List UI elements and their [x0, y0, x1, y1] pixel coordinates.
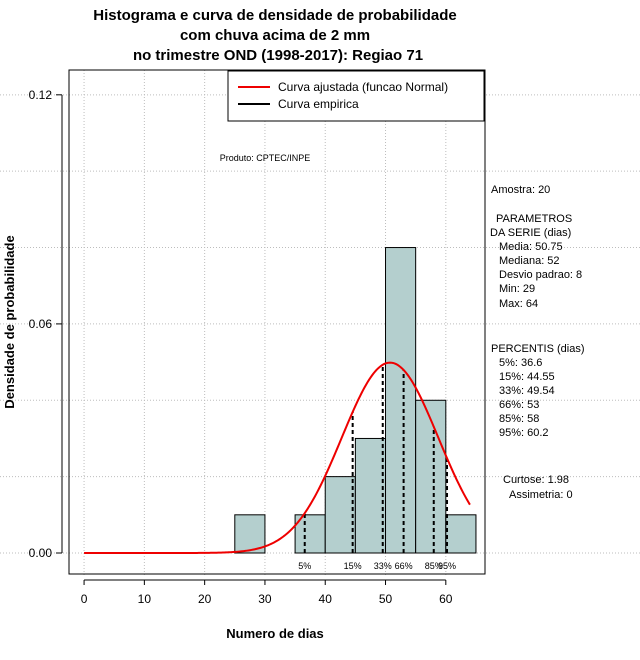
histogram-bars	[234, 247, 477, 554]
params-title-line-2: DA SERIE (dias)	[490, 227, 571, 239]
sample-size: Amostra: 20	[491, 184, 550, 196]
x-axis-title: Numero de dias	[226, 626, 324, 641]
param-mean: Media: 50.75	[499, 241, 563, 253]
x-tick-label-50: 50	[379, 592, 393, 606]
chart-title-line-3: no trimestre OND (1998-2017): Regiao 71	[133, 47, 423, 64]
percentile-label-15: 15%	[344, 561, 362, 571]
histogram-bar-35-40	[294, 514, 326, 554]
percentil-15: 15%: 44.55	[499, 371, 555, 383]
param-max: Max: 64	[499, 298, 538, 310]
histogram-bar-60-65	[445, 514, 477, 554]
percentile-label-33: 33%	[374, 561, 392, 571]
curtose: Curtose: 1.98	[503, 474, 569, 486]
percentile-label-85: 85%	[425, 561, 443, 571]
x-tick-label-0: 0	[81, 592, 88, 606]
product-label: Produto: CPTEC/INPE	[220, 153, 311, 163]
param-median: Mediana: 52	[499, 255, 560, 267]
y-tick-label-1: 0.06	[29, 317, 53, 331]
percentil-85: 85%: 58	[499, 413, 539, 425]
percentil-95: 95%: 60.2	[499, 427, 549, 439]
percentil-33: 33%: 49.54	[499, 385, 555, 397]
params-title-line-1: PARAMETROS	[496, 213, 572, 225]
percentil-66: 66%: 53	[499, 399, 539, 411]
legend-label-empirical: Curva empirica	[278, 97, 359, 111]
histogram-bar-25-30	[234, 514, 266, 554]
normal-curve	[84, 361, 471, 554]
param-sd: Desvio padrao: 8	[499, 269, 582, 281]
legend: Curva ajustada (funcao Normal) Curva emp…	[227, 70, 485, 122]
y-tick-label-0: 0.00	[29, 546, 53, 560]
histogram-bar-40-45	[324, 476, 356, 554]
percentile-label-66: 66%	[395, 561, 413, 571]
percentile-label-95: 95%	[438, 561, 456, 571]
percentis-title: PERCENTIS (dias)	[491, 343, 585, 355]
y-tick-label-2: 0.12	[29, 88, 53, 102]
legend-label-normal: Curva ajustada (funcao Normal)	[278, 80, 448, 94]
x-tick-label-60: 60	[439, 592, 453, 606]
histogram-bar-50-55	[385, 247, 417, 554]
side-panel: Amostra: 20 PARAMETROS DA SERIE (dias) M…	[490, 184, 585, 501]
x-tick-label-20: 20	[198, 592, 212, 606]
percentile-labels: 5% 15% 33% 66% 85%95%	[298, 561, 456, 571]
percentile-label-5: 5%	[298, 561, 311, 571]
percentile-lines	[303, 364, 449, 553]
x-tick-label-30: 30	[258, 592, 272, 606]
histogram-bar-55-60	[415, 399, 447, 554]
x-axis: 0 10 20 30 40 50 60	[81, 579, 453, 606]
y-axis: 0.00 0.06 0.12	[29, 88, 63, 560]
legend-box	[227, 70, 485, 122]
x-tick-label-10: 10	[138, 592, 152, 606]
chart-title-line-2: com chuva acima de 2 mm	[180, 27, 370, 44]
assimetria: Assimetria: 0	[509, 489, 573, 501]
chart-title-line-1: Histograma e curva de densidade de proba…	[93, 7, 456, 24]
plot-frame	[68, 69, 486, 575]
histogram-bar-45-50	[354, 437, 387, 554]
x-tick-label-40: 40	[319, 592, 333, 606]
percentil-5: 5%: 36.6	[499, 357, 542, 369]
param-min: Min: 29	[499, 283, 535, 295]
y-axis-title: Densidade de probabilidade	[2, 235, 17, 408]
